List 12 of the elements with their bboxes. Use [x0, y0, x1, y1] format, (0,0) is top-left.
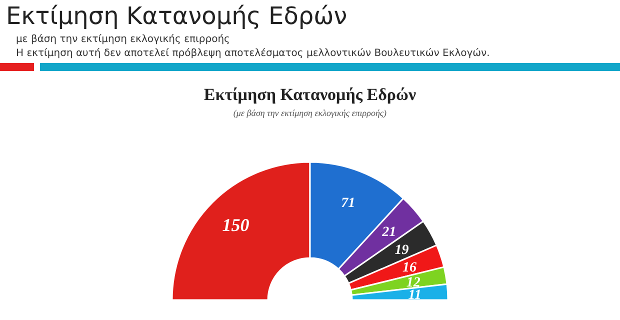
chart-subtitle: (με βάση την εκτίμηση εκλογικής επιρροής) — [233, 108, 387, 118]
text: Η εκτίμηση αυτή δεν αποτελεί πρόβλεψη αποτελέσματος μελλοντικών Βουλευτικών Εκλογών. — [16, 48, 490, 59]
data-label: 21 — [381, 224, 396, 240]
data-label: 16 — [402, 260, 417, 276]
text: με βάση την εκτίμηση εκλογικής επιρροής — [16, 34, 230, 45]
data-label: 71 — [341, 196, 356, 212]
text: Εκτίμηση Κατανομής Εδρών — [6, 2, 348, 30]
data-label: 150 — [222, 214, 250, 235]
chart-title: Εκτίμηση Κατανομής Εδρών — [204, 85, 416, 104]
data-label: 11 — [408, 288, 422, 303]
data-label: 19 — [394, 242, 409, 258]
data-label: 12 — [406, 275, 420, 290]
